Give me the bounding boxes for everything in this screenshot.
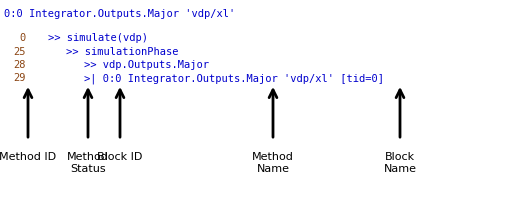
Text: 28: 28 xyxy=(13,60,26,70)
Text: 29: 29 xyxy=(13,73,26,83)
Text: >> simulate(vdp): >> simulate(vdp) xyxy=(48,33,148,43)
Text: Method
Status: Method Status xyxy=(67,152,109,174)
Text: 0: 0 xyxy=(20,33,26,43)
Text: Method
Name: Method Name xyxy=(252,152,294,174)
Text: >> vdp.Outputs.Major: >> vdp.Outputs.Major xyxy=(84,60,209,70)
Text: Method ID: Method ID xyxy=(0,152,57,162)
Text: 25: 25 xyxy=(13,47,26,57)
Text: 0:0 Integrator.Outputs.Major 'vdp/xl': 0:0 Integrator.Outputs.Major 'vdp/xl' xyxy=(4,9,235,19)
Text: Block ID: Block ID xyxy=(97,152,143,162)
Text: >> simulationPhase: >> simulationPhase xyxy=(66,47,179,57)
Text: Block
Name: Block Name xyxy=(384,152,417,174)
Text: >| 0:0 Integrator.Outputs.Major 'vdp/xl' [tid=0]: >| 0:0 Integrator.Outputs.Major 'vdp/xl'… xyxy=(84,73,384,84)
